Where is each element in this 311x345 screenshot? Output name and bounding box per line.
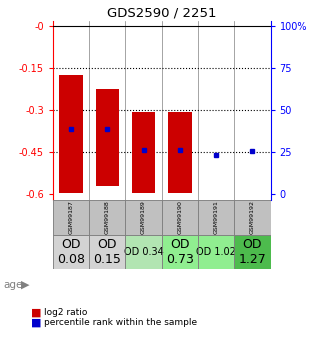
Text: ■: ■: [31, 307, 42, 317]
Bar: [95, 89, 119, 186]
Text: log2 ratio: log2 ratio: [44, 308, 87, 317]
Bar: [89, 200, 125, 235]
Bar: [89, 235, 125, 269]
Bar: [132, 112, 156, 193]
Bar: [125, 235, 162, 269]
Text: ▶: ▶: [21, 280, 30, 289]
Bar: [59, 75, 83, 193]
Bar: [234, 200, 271, 235]
Text: GSM99191: GSM99191: [214, 200, 219, 234]
Bar: [234, 235, 271, 269]
Text: GSM99192: GSM99192: [250, 200, 255, 234]
Text: OD
1.27: OD 1.27: [239, 238, 266, 266]
Text: age: age: [3, 280, 22, 289]
Bar: [53, 235, 89, 269]
Bar: [162, 235, 198, 269]
Bar: [125, 200, 162, 235]
Bar: [162, 200, 198, 235]
Text: GSM99188: GSM99188: [105, 200, 110, 234]
Bar: [198, 235, 234, 269]
Title: GDS2590 / 2251: GDS2590 / 2251: [107, 7, 216, 20]
Text: OD
0.08: OD 0.08: [57, 238, 85, 266]
Text: OD 0.34: OD 0.34: [124, 247, 164, 257]
Text: GSM99187: GSM99187: [68, 200, 73, 234]
Bar: [168, 112, 192, 193]
Text: ■: ■: [31, 318, 42, 327]
Text: OD
0.73: OD 0.73: [166, 238, 194, 266]
Text: OD 1.02: OD 1.02: [196, 247, 236, 257]
Bar: [198, 200, 234, 235]
Text: percentile rank within the sample: percentile rank within the sample: [44, 318, 197, 327]
Bar: [53, 200, 89, 235]
Text: OD
0.15: OD 0.15: [93, 238, 121, 266]
Text: GSM99189: GSM99189: [141, 200, 146, 234]
Text: GSM99190: GSM99190: [177, 200, 182, 234]
